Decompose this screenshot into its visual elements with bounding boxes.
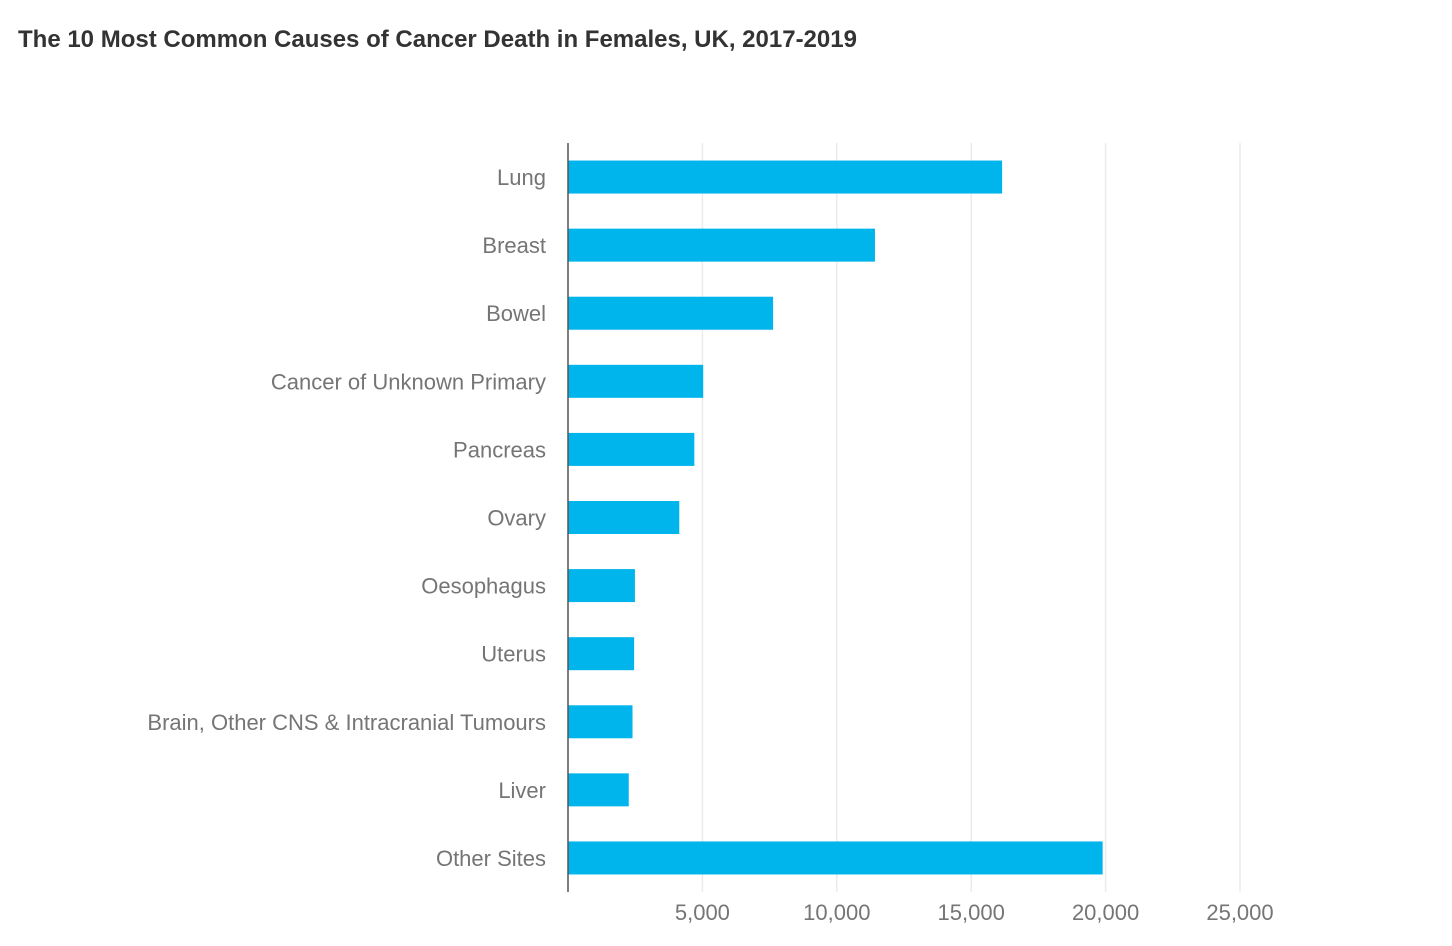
- category-label: Pancreas: [453, 437, 546, 462]
- bar: [568, 364, 704, 398]
- x-tick-label: 25,000: [1206, 900, 1273, 925]
- bar: [568, 501, 680, 534]
- bar: [568, 160, 1003, 194]
- chart-title: The 10 Most Common Causes of Cancer Deat…: [18, 26, 857, 53]
- x-tick-label: 15,000: [938, 900, 1005, 925]
- x-tick-label: 10,000: [803, 900, 870, 925]
- bar: [568, 773, 629, 807]
- category-label: Uterus: [481, 642, 546, 667]
- category-label: Ovary: [487, 506, 546, 531]
- bar: [568, 228, 875, 262]
- bar: [568, 637, 635, 671]
- bar: [568, 841, 1103, 875]
- bar: [568, 432, 695, 466]
- category-label: Bowel: [486, 301, 546, 326]
- category-label: Brain, Other CNS & Intracranial Tumours: [147, 710, 546, 735]
- category-label: Liver: [498, 778, 546, 803]
- bar: [568, 296, 774, 330]
- category-label: Lung: [497, 165, 546, 190]
- category-label: Oesophagus: [421, 574, 546, 599]
- bar: [568, 569, 635, 603]
- x-tick-label: 5,000: [675, 900, 730, 925]
- bar: [568, 705, 633, 739]
- x-tick-label: 20,000: [1072, 900, 1139, 925]
- category-label: Breast: [482, 233, 546, 258]
- category-label: Cancer of Unknown Primary: [271, 369, 546, 394]
- category-label: Other Sites: [436, 846, 546, 871]
